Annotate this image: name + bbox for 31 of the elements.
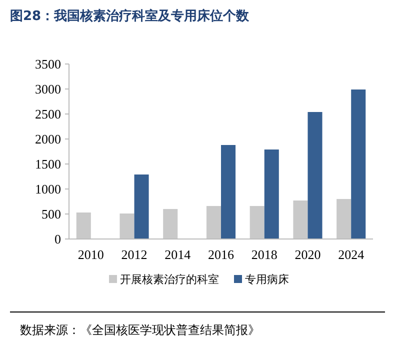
- bar: [336, 199, 352, 239]
- source-note: 数据来源：《全国核医学现状普查结果简报》: [20, 323, 260, 337]
- x-tick-label: 2012: [121, 247, 148, 262]
- legend-label: 专用病床: [245, 273, 289, 286]
- y-tick-label: 2000: [35, 132, 61, 147]
- y-tick-label: 0: [54, 232, 61, 247]
- x-tick-label: 2020: [294, 247, 321, 262]
- bar: [308, 112, 322, 239]
- bar: [221, 145, 236, 239]
- bar: [120, 214, 134, 239]
- bar: [76, 212, 91, 239]
- chart-title: 图28：我国核素治疗科室及专用床位个数: [10, 8, 250, 24]
- bar: [351, 90, 366, 239]
- y-tick-label: 1500: [35, 156, 61, 172]
- y-tick-label: 3000: [35, 82, 61, 97]
- bar: [293, 200, 308, 239]
- bar: [163, 209, 178, 239]
- bar: [250, 206, 264, 239]
- bar: [264, 150, 279, 239]
- x-tick-label: 2018: [251, 247, 278, 262]
- x-tick-label: 2010: [78, 247, 104, 262]
- y-tick-label: 2500: [35, 106, 61, 122]
- y-tick-label: 3500: [35, 56, 61, 72]
- bar: [206, 206, 221, 239]
- x-tick-label: 2024: [338, 247, 365, 262]
- y-tick-label: 1000: [35, 182, 61, 197]
- bar: [134, 174, 149, 239]
- legend-label: 开展核素治疗的科室: [120, 273, 219, 286]
- x-tick-label: 2016: [208, 247, 234, 262]
- y-tick-label: 500: [42, 206, 61, 222]
- x-tick-label: 2014: [164, 247, 192, 262]
